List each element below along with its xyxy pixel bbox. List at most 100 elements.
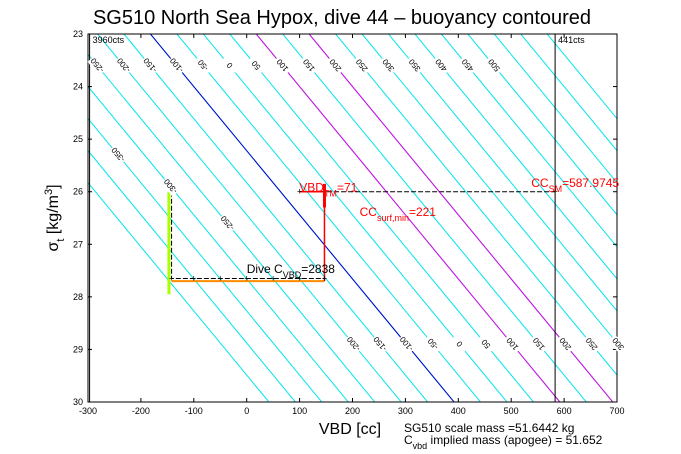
data-marker: + [297, 273, 302, 283]
contour-label-group: 0 [219, 56, 239, 76]
x-tick-label: 400 [451, 406, 466, 416]
footer-implied-mass: Cvbd implied mass (apogee) = 51.652 [404, 433, 603, 451]
annotation-cc-sm: CCSM=587.9745 [531, 176, 619, 194]
footer-scale-mass: SG510 scale mass =51.6442 kg [404, 421, 574, 435]
contour-label-group: -250 [217, 213, 237, 234]
contour-label: 0 [224, 60, 234, 70]
x-tick-label: -300 [79, 406, 97, 416]
contour-label-group: -250 [87, 56, 106, 76]
contour-label-bg [140, 56, 159, 76]
contour-label-bg [272, 56, 292, 76]
contour-label-bg [352, 56, 371, 76]
contour-label-group: -50 [423, 334, 442, 355]
contour-line-cyan [88, 181, 270, 402]
contour-label-group: 500 [484, 56, 503, 76]
contour-line-magenta [255, 34, 561, 402]
contour-label-bg [87, 56, 106, 76]
contour-line-cyan [520, 34, 617, 152]
contour-label-group: 300 [378, 56, 397, 76]
contour-label-group: 100 [502, 334, 521, 355]
x-tick-label: -100 [185, 406, 203, 416]
contour-label-group: 150 [299, 56, 318, 76]
contour-label-group: -150 [370, 334, 389, 355]
contour-label-bg [484, 56, 503, 76]
y-tick-label: 27 [73, 239, 83, 249]
vertical-line-label: 3960cts [93, 35, 125, 45]
y-tick-label: 24 [73, 82, 83, 92]
contour-label-bg [608, 334, 627, 355]
contour-label-group: 200 [555, 334, 574, 355]
x-tick-label: 700 [609, 406, 624, 416]
contour-label-bg [476, 334, 495, 355]
contour-label-bg [343, 334, 363, 355]
contour-label-group: -150 [140, 56, 159, 76]
contour-label-group: 150 [529, 334, 548, 355]
contour-label-bg [396, 334, 416, 355]
contour-line-cyan [255, 34, 561, 402]
contour-label-group: 0 [449, 334, 469, 355]
x-tick-label: 500 [504, 406, 519, 416]
contour-label-group: 50 [246, 56, 265, 76]
x-tick-label: -200 [132, 406, 150, 416]
contour-label-group: 400 [431, 56, 450, 76]
annotation-dive-c: Dive CVBD=2838 [247, 262, 336, 280]
contour-line-cyan [88, 149, 297, 402]
contour-label-bg [502, 334, 521, 355]
contour-label: 0 [454, 339, 464, 349]
contour-label-bg [581, 334, 601, 355]
contour-label-group: 100 [272, 56, 292, 76]
contour-label-group: 50 [476, 334, 495, 355]
data-marker: + [244, 273, 249, 283]
contour-label-bg [299, 56, 318, 76]
contour-label-bg [423, 334, 442, 355]
y-axis-label: σt [kg/m3] [43, 184, 67, 251]
data-marker: + [218, 273, 223, 283]
x-tick-label: 300 [398, 406, 413, 416]
data-marker: + [297, 187, 302, 197]
x-tick-label: 200 [345, 406, 360, 416]
contour-line-cyan [88, 85, 349, 402]
data-marker: + [552, 187, 557, 197]
contour-label-group: 200 [325, 56, 344, 76]
contour-line-cyan [546, 34, 617, 120]
contour-label-bg [457, 56, 477, 76]
data-marker: + [271, 273, 276, 283]
y-tick-label: 25 [73, 134, 83, 144]
contour-line-cyan [282, 34, 587, 402]
annotation-cc-surf-min: CCsurf,min=221 [360, 205, 437, 223]
vertical-line-label: 441cts [558, 35, 585, 45]
contour-label-bg [113, 56, 133, 76]
contour-label-bg [555, 334, 574, 355]
contour-label-bg [217, 213, 237, 234]
contour-label-bg [404, 56, 424, 76]
data-marker: + [322, 273, 327, 283]
x-tick-label: 0 [244, 406, 249, 416]
x-tick-label: 600 [557, 406, 572, 416]
contour-label-group: 250 [352, 56, 371, 76]
contour-label-group: -100 [166, 56, 186, 76]
contour-label-group: -100 [396, 334, 416, 355]
contour-label-group: -350 [108, 145, 127, 166]
contour-label-bg [108, 145, 127, 166]
x-tick-label: 100 [292, 406, 307, 416]
y-tick-label: 30 [73, 397, 83, 407]
contour-label-bg [325, 56, 344, 76]
contour-label-group: 350 [404, 56, 424, 76]
annotation-vbd-tm: VBDTM=71 [299, 181, 357, 199]
contour-label-group: -50 [193, 56, 212, 76]
y-tick-label: 29 [73, 344, 83, 354]
data-marker: + [169, 273, 174, 283]
y-tick-label: 26 [73, 187, 83, 197]
contour-label-group: -200 [113, 56, 133, 76]
chart-title: SG510 North Sea Hypox, dive 44 – buoyanc… [93, 7, 591, 29]
contour-line-cyan [229, 34, 535, 402]
contour-label-bg [166, 56, 186, 76]
contour-label-bg [160, 176, 180, 197]
y-tick-label: 23 [73, 29, 83, 39]
data-marker: + [191, 273, 196, 283]
contour-label-bg [370, 334, 389, 355]
contour-label-group: -200 [343, 334, 363, 355]
contour-label-group: 450 [457, 56, 477, 76]
y-tick-label: 28 [73, 292, 83, 302]
